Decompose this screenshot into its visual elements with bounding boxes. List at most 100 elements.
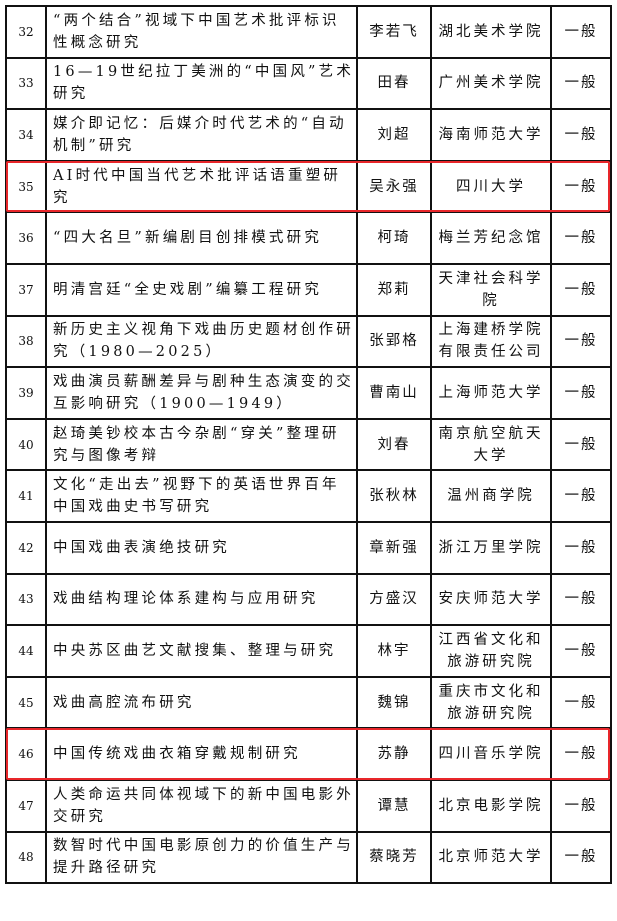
table-row: 41 文化“走出去”视野下的英语世界百年中国戏曲史书写研究 张秋林 温州商学院 一般	[5, 469, 612, 523]
applicant-name: 李若飞	[356, 5, 432, 59]
table-body: 32 “两个结合”视域下中国艺术批评标识性概念研究 李若飞 湖北美术学院 一般 33 16—…	[5, 5, 612, 885]
row-number: 42	[5, 520, 47, 575]
project-title: 中国戏曲表演绝技研究	[45, 520, 358, 575]
project-type: 一般	[550, 5, 612, 59]
project-type: 一般	[550, 572, 612, 627]
applicant-name: 柯琦	[356, 211, 432, 265]
table-row: 33 16—19世纪拉丁美洲的“中国风”艺术研究 田春 广州美术学院 一般	[5, 56, 612, 111]
row-number: 40	[5, 417, 47, 472]
table-row: 43 戏曲结构理论体系建构与应用研究 方盛汉 安庆师范大学 一般	[5, 572, 612, 627]
institution: 梅兰芳纪念馆	[430, 211, 552, 265]
table-row: 34 媒介即记忆：后媒介时代艺术的“自动机制”研究 刘超 海南师范大学 一般	[5, 108, 612, 162]
project-type: 一般	[550, 108, 612, 162]
project-type: 一般	[550, 417, 612, 472]
project-title: 文化“走出去”视野下的英语世界百年中国戏曲史书写研究	[45, 469, 358, 523]
table-row: 46 中国传统戏曲衣箱穿戴规制研究 苏静 四川音乐学院 一般	[5, 727, 612, 781]
project-type: 一般	[550, 262, 612, 317]
row-number: 32	[5, 5, 47, 59]
row-number: 47	[5, 778, 47, 833]
table-row: 36 “四大名旦”新编剧目创排模式研究 柯琦 梅兰芳纪念馆 一般	[5, 211, 612, 265]
applicant-name: 张郢格	[356, 314, 432, 369]
institution: 温州商学院	[430, 469, 552, 523]
project-type: 一般	[550, 675, 612, 730]
institution: 浙江万里学院	[430, 520, 552, 575]
table-row: 42 中国戏曲表演绝技研究 章新强 浙江万里学院 一般	[5, 520, 612, 575]
table-row: 35 AI时代中国当代艺术批评话语重塑研究 吴永强 四川大学 一般	[5, 159, 612, 214]
project-type: 一般	[550, 469, 612, 523]
project-title: 中央苏区曲艺文献搜集、整理与研究	[45, 624, 358, 678]
project-title: 中国传统戏曲衣箱穿戴规制研究	[45, 727, 358, 781]
institution: 四川大学	[430, 159, 552, 214]
project-title: AI时代中国当代艺术批评话语重塑研究	[45, 159, 358, 214]
row-number: 44	[5, 624, 47, 678]
project-table: 32 “两个结合”视域下中国艺术批评标识性概念研究 李若飞 湖北美术学院 一般 33 16—…	[5, 5, 612, 885]
institution: 广州美术学院	[430, 56, 552, 111]
institution: 上海师范大学	[430, 366, 552, 420]
row-number: 37	[5, 262, 47, 317]
project-title: 戏曲高腔流布研究	[45, 675, 358, 730]
project-type: 一般	[550, 314, 612, 369]
project-type: 一般	[550, 366, 612, 420]
project-title: 16—19世纪拉丁美洲的“中国风”艺术研究	[45, 56, 358, 111]
row-number: 35	[5, 159, 47, 214]
table-row: 45 戏曲高腔流布研究 魏锦 重庆市文化和旅游研究院 一般	[5, 675, 612, 730]
institution: 南京航空航天大学	[430, 417, 552, 472]
row-number: 39	[5, 366, 47, 420]
project-title: 戏曲结构理论体系建构与应用研究	[45, 572, 358, 627]
applicant-name: 方盛汉	[356, 572, 432, 627]
institution: 北京师范大学	[430, 830, 552, 885]
project-type: 一般	[550, 624, 612, 678]
table-row: 44 中央苏区曲艺文献搜集、整理与研究 林宇 江西省文化和旅游研究院 一般	[5, 624, 612, 678]
applicant-name: 魏锦	[356, 675, 432, 730]
institution: 上海建桥学院有限责任公司	[430, 314, 552, 369]
project-type: 一般	[550, 520, 612, 575]
institution: 天津社会科学院	[430, 262, 552, 317]
institution: 四川音乐学院	[430, 727, 552, 781]
project-title: 数智时代中国电影原创力的价值生产与提升路径研究	[45, 830, 358, 885]
project-title: 媒介即记忆：后媒介时代艺术的“自动机制”研究	[45, 108, 358, 162]
institution: 北京电影学院	[430, 778, 552, 833]
table-row: 39 戏曲演员薪酬差异与剧种生态演变的交互影响研究（1900—1949） 曹南山 上海…	[5, 366, 612, 420]
table-row: 47 人类命运共同体视域下的新中国电影外交研究 谭慧 北京电影学院 一般	[5, 778, 612, 833]
project-title: 新历史主义视角下戏曲历史题材创作研究（1980—2025）	[45, 314, 358, 369]
project-title: 明清宫廷“全史戏剧”编纂工程研究	[45, 262, 358, 317]
row-number: 45	[5, 675, 47, 730]
applicant-name: 吴永强	[356, 159, 432, 214]
applicant-name: 刘春	[356, 417, 432, 472]
project-type: 一般	[550, 211, 612, 265]
institution: 湖北美术学院	[430, 5, 552, 59]
project-title: “四大名旦”新编剧目创排模式研究	[45, 211, 358, 265]
institution: 海南师范大学	[430, 108, 552, 162]
project-type: 一般	[550, 159, 612, 214]
applicant-name: 林宇	[356, 624, 432, 678]
project-type: 一般	[550, 830, 612, 885]
table-row: 48 数智时代中国电影原创力的价值生产与提升路径研究 蔡晓芳 北京师范大学 一般	[5, 830, 612, 885]
row-number: 43	[5, 572, 47, 627]
row-number: 46	[5, 727, 47, 781]
row-number: 41	[5, 469, 47, 523]
applicant-name: 张秋林	[356, 469, 432, 523]
project-title: “两个结合”视域下中国艺术批评标识性概念研究	[45, 5, 358, 59]
project-title: 戏曲演员薪酬差异与剧种生态演变的交互影响研究（1900—1949）	[45, 366, 358, 420]
project-title: 人类命运共同体视域下的新中国电影外交研究	[45, 778, 358, 833]
institution: 安庆师范大学	[430, 572, 552, 627]
applicant-name: 刘超	[356, 108, 432, 162]
institution: 重庆市文化和旅游研究院	[430, 675, 552, 730]
project-title: 赵琦美钞校本古今杂剧“穿关”整理研究与图像考辩	[45, 417, 358, 472]
applicant-name: 田春	[356, 56, 432, 111]
applicant-name: 章新强	[356, 520, 432, 575]
project-type: 一般	[550, 727, 612, 781]
row-number: 48	[5, 830, 47, 885]
row-number: 36	[5, 211, 47, 265]
applicant-name: 苏静	[356, 727, 432, 781]
row-number: 38	[5, 314, 47, 369]
table-row: 37 明清宫廷“全史戏剧”编纂工程研究 郑莉 天津社会科学院 一般	[5, 262, 612, 317]
applicant-name: 谭慧	[356, 778, 432, 833]
project-type: 一般	[550, 56, 612, 111]
applicant-name: 蔡晓芳	[356, 830, 432, 885]
applicant-name: 曹南山	[356, 366, 432, 420]
row-number: 33	[5, 56, 47, 111]
institution: 江西省文化和旅游研究院	[430, 624, 552, 678]
table-row: 32 “两个结合”视域下中国艺术批评标识性概念研究 李若飞 湖北美术学院 一般	[5, 5, 612, 59]
applicant-name: 郑莉	[356, 262, 432, 317]
